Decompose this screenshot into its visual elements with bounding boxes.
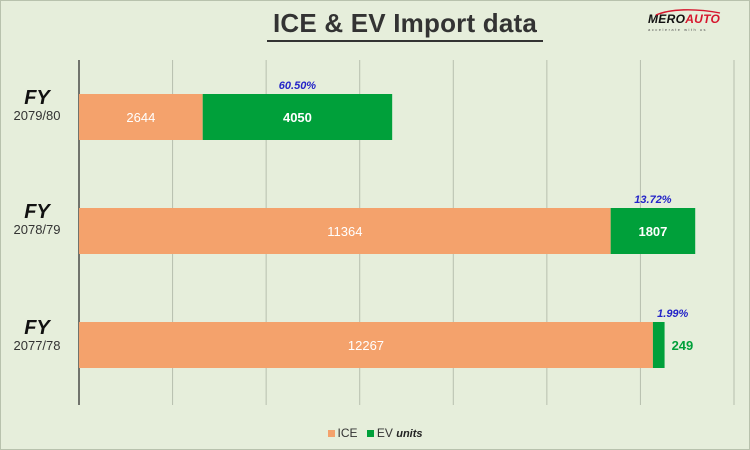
logo-tagline: accelerate with us bbox=[648, 27, 708, 32]
category-label-1: FY 2078/79 bbox=[0, 202, 74, 238]
data-label-ice-1: 11364 bbox=[327, 224, 362, 239]
brand-logo: MEROAUTO accelerate with us bbox=[648, 9, 728, 42]
ev-share-label-1: 13.72% bbox=[634, 194, 672, 206]
data-label-ice-0: 2644 bbox=[126, 110, 155, 125]
data-label-ev-0: 4050 bbox=[283, 110, 312, 125]
legend-units-note: units bbox=[396, 428, 423, 440]
legend-swatch-ev bbox=[366, 430, 374, 437]
bar-ice-1 bbox=[79, 208, 611, 254]
legend-swatch-ice bbox=[327, 430, 335, 437]
category-prefix-2: FY bbox=[24, 317, 50, 339]
bar-ice-2 bbox=[79, 322, 653, 368]
category-prefix-1: FY bbox=[24, 201, 50, 223]
ev-share-label-0: 60.50% bbox=[279, 80, 317, 92]
car-swoosh-icon bbox=[655, 9, 721, 16]
logo-brand-left: MERO bbox=[648, 12, 686, 26]
logo-wordmark: MEROAUTO bbox=[648, 12, 728, 26]
logo-brand-right: AUTO bbox=[685, 12, 721, 26]
data-label-ev-1: 1807 bbox=[638, 224, 667, 239]
legend-item-ev: EV units bbox=[366, 426, 423, 440]
category-year-2: 2077/78 bbox=[13, 338, 61, 353]
ev-share-label-2: 1.99% bbox=[657, 308, 688, 320]
legend-item-ice: ICE bbox=[327, 426, 358, 440]
data-label-ice-2: 12267 bbox=[348, 338, 384, 353]
bar-ev-0 bbox=[202, 94, 393, 140]
category-year-0: 2079/80 bbox=[13, 108, 61, 123]
category-label-0: FY 2079/80 bbox=[0, 88, 74, 124]
legend-label-ev: EV bbox=[376, 426, 393, 440]
data-label-ev-2: 249 bbox=[672, 338, 694, 353]
category-prefix-0: FY bbox=[24, 87, 50, 109]
bar-ice-0 bbox=[79, 94, 203, 140]
chart-title: ICE & EV Import data bbox=[266, 8, 544, 42]
bar-ev-2 bbox=[652, 322, 665, 368]
title-container: ICE & EV Import data bbox=[0, 8, 750, 42]
legend-label-ice: ICE bbox=[337, 426, 358, 440]
chart-legend: ICE EV units bbox=[0, 426, 750, 440]
bar-ev-1 bbox=[610, 208, 696, 254]
category-year-1: 2078/79 bbox=[13, 222, 61, 237]
category-label-2: FY 2077/78 bbox=[0, 318, 74, 354]
